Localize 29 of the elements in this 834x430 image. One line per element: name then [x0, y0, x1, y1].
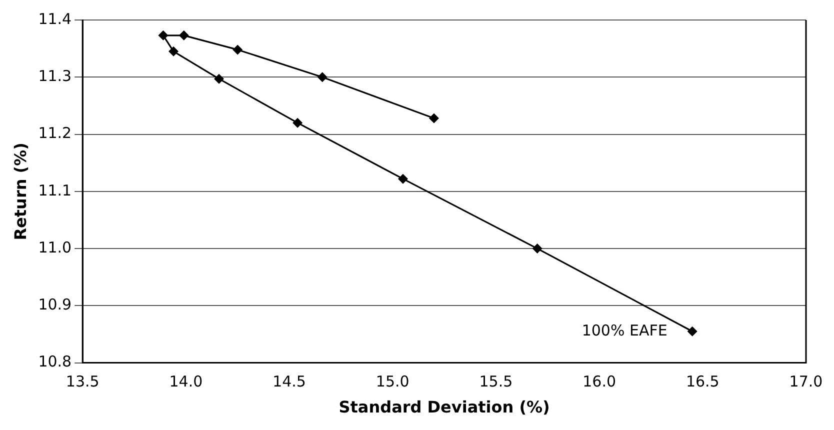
- y-tick-label: 11.3: [38, 67, 72, 86]
- x-tick-label: 15.0: [376, 372, 410, 391]
- x-tick-label: 14.0: [169, 372, 203, 391]
- annotation: 100% EAFE: [582, 321, 668, 340]
- point: [292, 118, 303, 128]
- point: [687, 326, 698, 336]
- y-tick-label: 10.9: [38, 296, 72, 314]
- point: [532, 244, 542, 254]
- x-tick-label: 17.0: [789, 372, 823, 391]
- point: [168, 46, 179, 56]
- point: [232, 44, 243, 55]
- x-tick-label: 15.5: [479, 372, 513, 391]
- x-tick-label: 16.5: [686, 372, 720, 391]
- x-axis-title: Standard Deviation (%): [338, 398, 550, 417]
- y-tick-label: 11.0: [38, 238, 72, 256]
- y-tick-label: 10.8: [38, 352, 72, 371]
- x-tick-label: 14.5: [272, 372, 306, 391]
- x-tick-label: 16.0: [582, 372, 616, 391]
- point: [158, 30, 168, 40]
- y-tick-label: 11.4: [38, 10, 72, 28]
- point: [428, 113, 439, 124]
- point: [398, 174, 408, 184]
- point: [178, 30, 189, 40]
- y-axis-title: Return (%): [10, 142, 30, 240]
- y-tick-label: 11.2: [38, 124, 72, 142]
- y-tick-label: 11.1: [38, 181, 72, 200]
- point: [214, 74, 224, 84]
- point: [317, 72, 328, 82]
- x-tick-label: 13.5: [66, 372, 100, 391]
